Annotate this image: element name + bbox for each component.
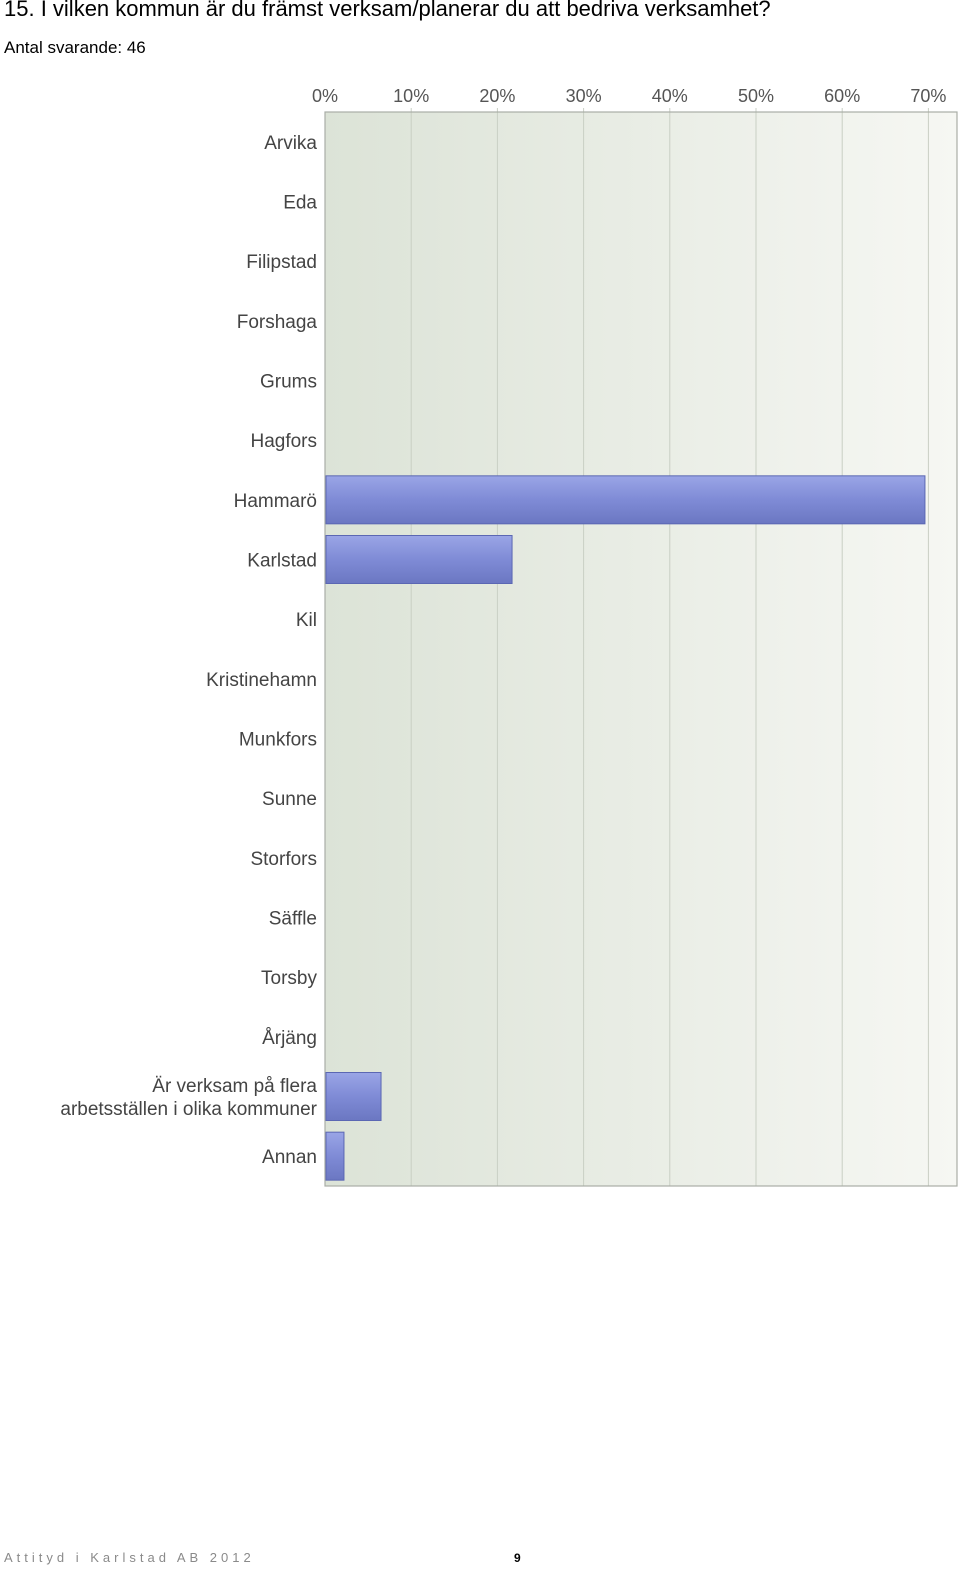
category-label: Filipstad [246,252,317,273]
category-label: Karlstad [247,551,317,572]
x-tick-label: 60% [824,86,860,106]
category-label: Annan [262,1147,317,1168]
x-tick-label: 30% [566,86,602,106]
x-tick-label: 50% [738,86,774,106]
plot-frame [324,111,958,1187]
category-label: Munkfors [239,730,317,751]
category-label: Sunne [262,789,317,810]
x-tick-label: 70% [910,86,946,106]
category-label: Torsby [261,968,317,989]
category-label: Är verksam på flera [152,1076,317,1097]
category-label: Kristinehamn [206,670,317,691]
question-title: 15. I vilken kommun är du främst verksam… [4,0,771,21]
category-label: Grums [260,372,317,393]
bar [325,475,926,525]
category-label: Årjäng [262,1028,317,1049]
category-label: Säffle [269,909,317,930]
category-label: Storfors [250,849,317,870]
category-label: Hagfors [250,431,317,452]
bar-chart: 0% 10% 20% 30% 40% 50% 60% 70% Arvika Eda Filipsta… [60,86,958,1187]
category-label: arbetsställen i olika kommuner [60,1099,317,1120]
respondent-count: Antal svarande: 46 [4,38,146,57]
x-tick-label: 20% [479,86,515,106]
category-label: Forshaga [237,312,318,333]
plot-background [325,112,957,1186]
page-number: 9 [514,1551,521,1565]
x-tick-label: 0% [312,86,338,106]
category-label: Eda [283,193,317,214]
category-label: Hammarö [234,491,317,512]
category-label: Arvika [264,133,317,154]
bar [325,535,513,584]
bar [325,1131,345,1181]
bar [325,1072,382,1121]
x-tick-label: 40% [652,86,688,106]
category-label: Kil [296,610,317,631]
x-tick-label: 10% [393,86,429,106]
footer-company: Attityd i Karlstad AB 2012 [4,1550,255,1565]
